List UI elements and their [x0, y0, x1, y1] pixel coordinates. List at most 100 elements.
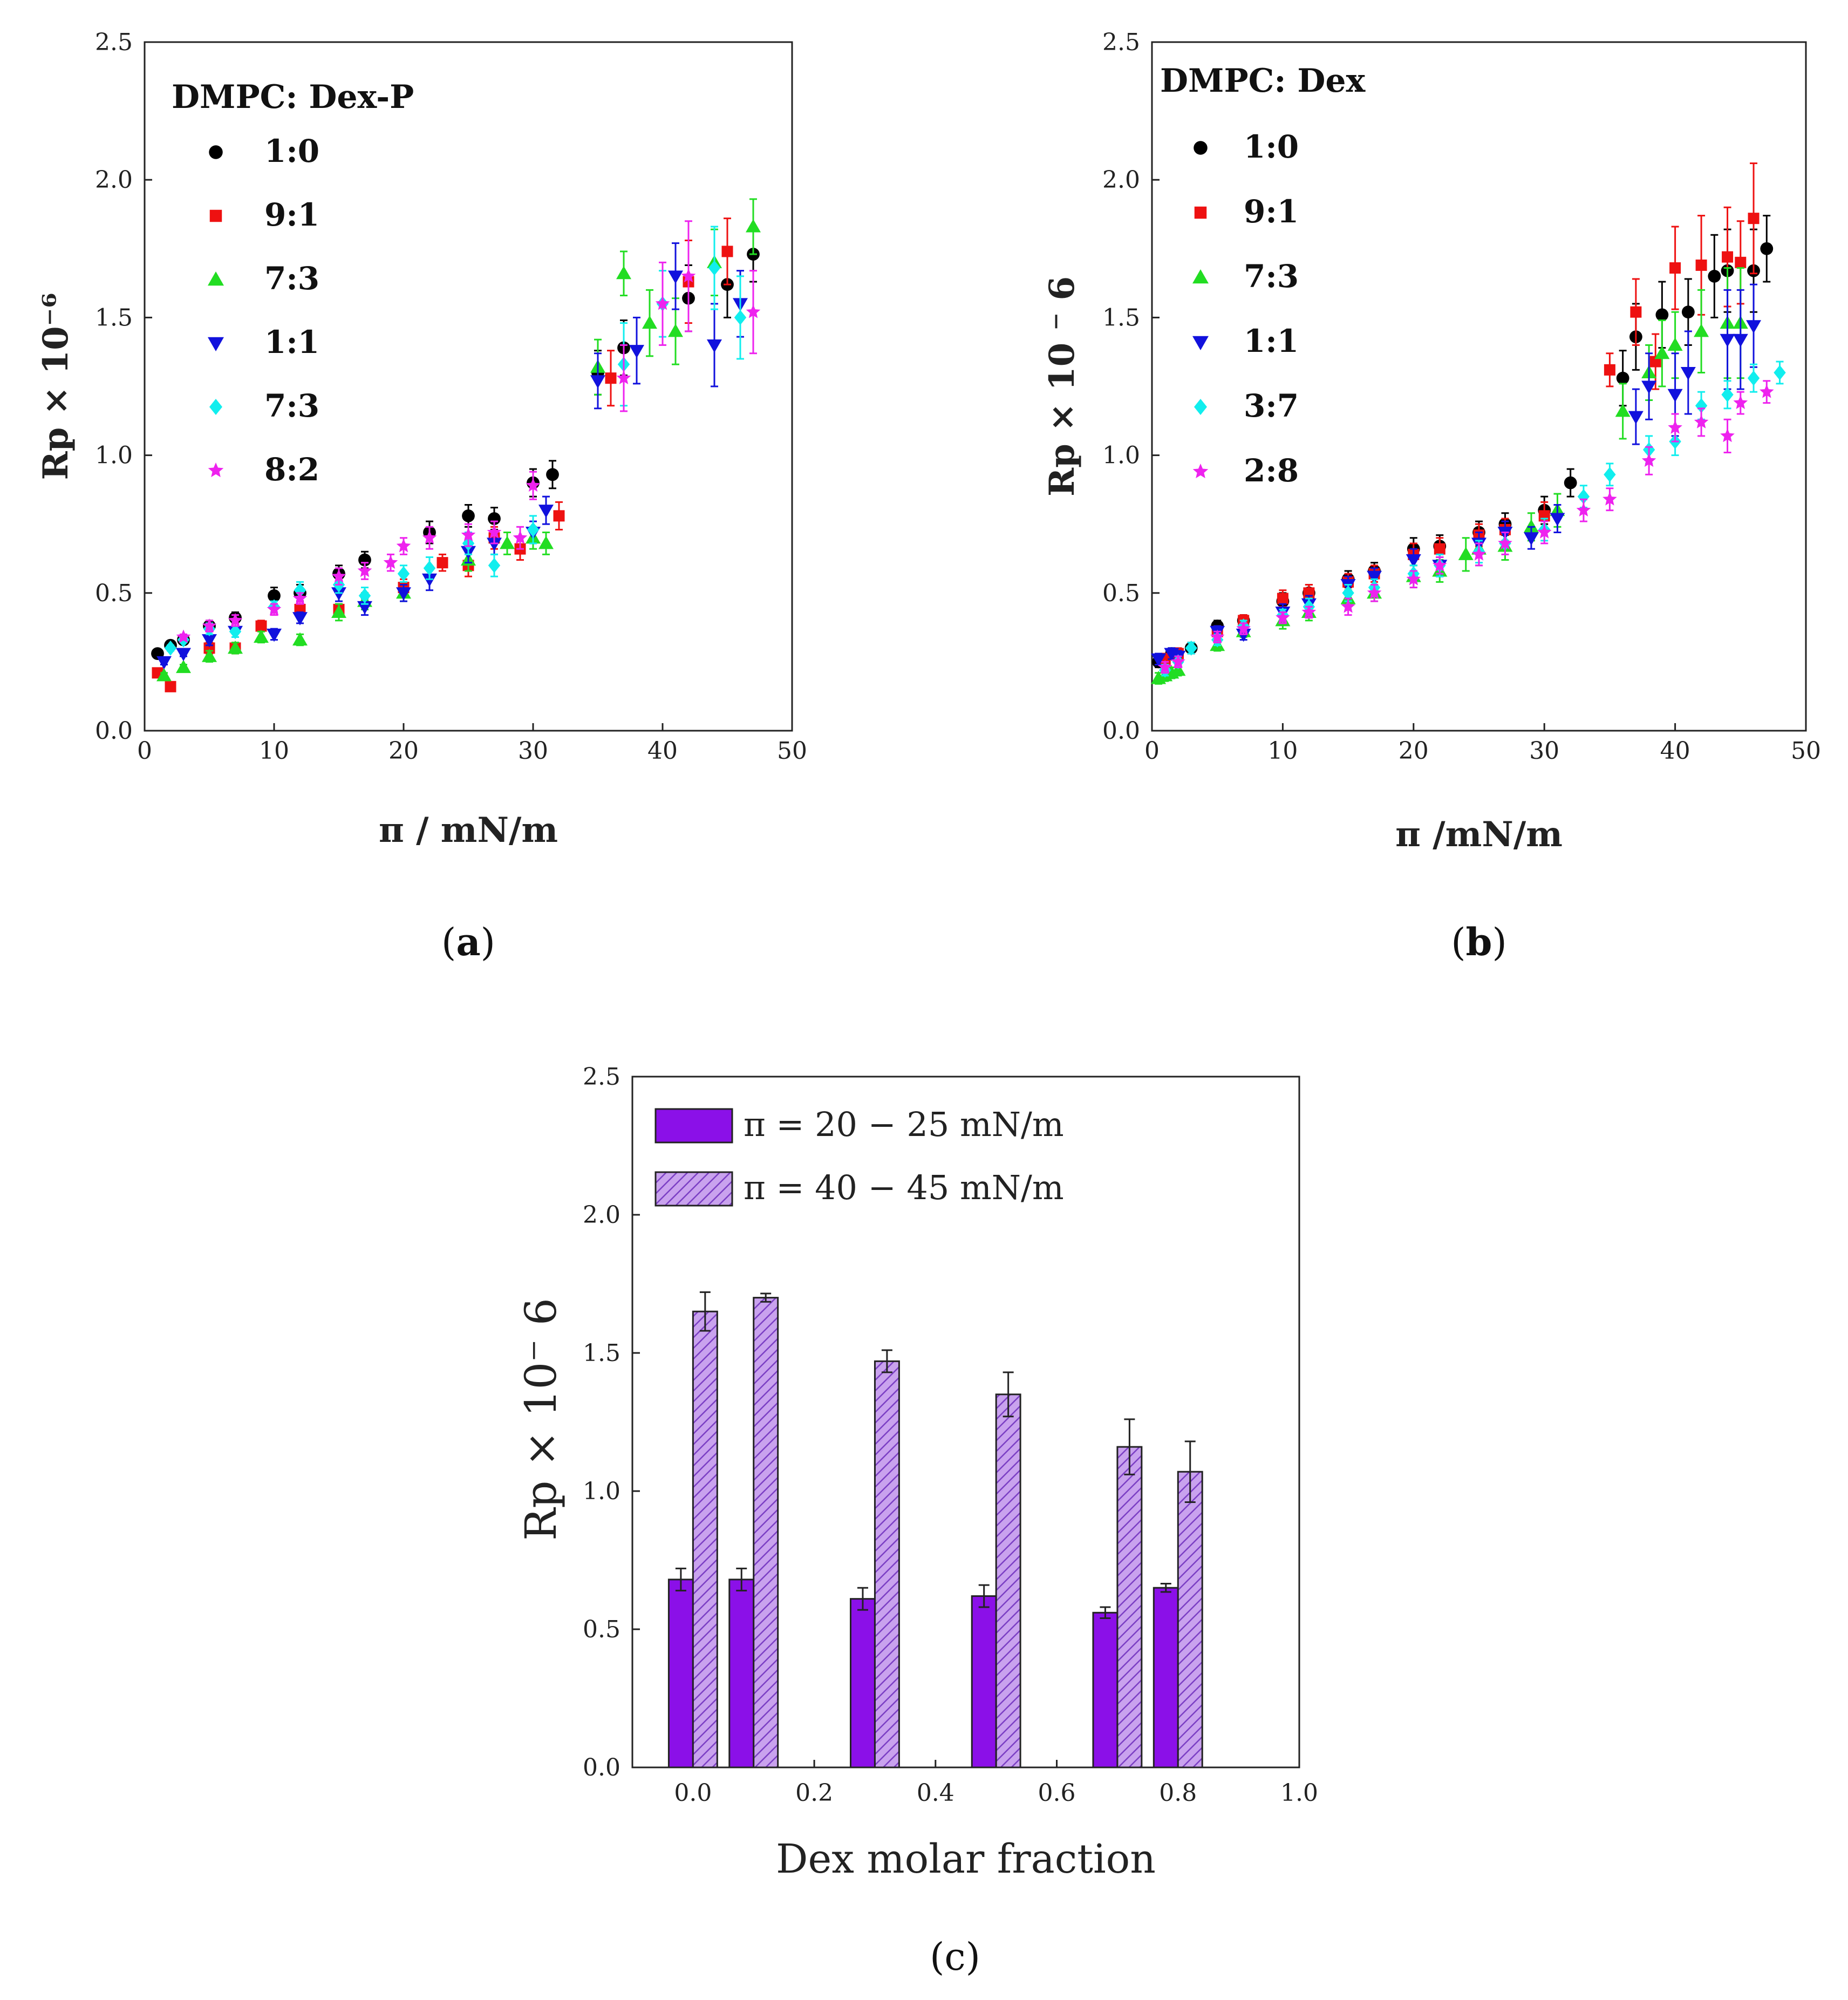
- x-tick-label: 50: [1791, 737, 1821, 765]
- bar-hatched: [874, 1360, 900, 1768]
- data-point: [292, 632, 308, 646]
- data-point: [202, 618, 217, 632]
- legend-marker: [1192, 269, 1209, 284]
- data-point: [1655, 308, 1669, 322]
- data-point: [1695, 259, 1707, 271]
- y-tick-label: 1.0: [583, 1478, 620, 1505]
- plot-frame-a: [144, 41, 793, 732]
- data-point: [527, 522, 540, 538]
- legend-marker: [1194, 206, 1207, 219]
- data-point: [1735, 256, 1747, 268]
- legend-a: DMPC: Dex-P 1:0 9:1 7:3 1:1 7:3 8:2: [172, 78, 414, 488]
- legend-label-9-1: 9:1: [264, 196, 319, 233]
- bar-hatched: [1116, 1446, 1143, 1768]
- data-point: [1458, 547, 1474, 560]
- legend-label-1-0: 1:0: [1244, 128, 1299, 165]
- data-point: [655, 296, 670, 310]
- data-point: [1433, 557, 1447, 572]
- data-point: [1708, 269, 1721, 283]
- legend-label-7-3: 7:3: [264, 387, 319, 424]
- data-point: [1367, 585, 1382, 600]
- x-axis-label-c: Dex molar fraction: [776, 1836, 1156, 1882]
- x-tick-label: 0.4: [917, 1779, 954, 1807]
- data-point: [462, 509, 475, 522]
- data-point: [746, 219, 761, 233]
- legend-label-1-1: 1:1: [1244, 323, 1299, 359]
- error-bar: [1184, 1440, 1196, 1503]
- error-bar: [1003, 1371, 1014, 1418]
- data-point: [746, 304, 761, 318]
- data-point: [629, 345, 644, 358]
- data-point: [1694, 323, 1709, 337]
- data-point: [423, 560, 436, 576]
- bar-hatched: [692, 1310, 718, 1768]
- data-point: [1277, 593, 1288, 604]
- legend-label-solid: π = 20 − 25 mN/m: [744, 1105, 1064, 1144]
- bar-solid: [667, 1579, 694, 1768]
- data-point: [165, 681, 176, 692]
- data-point: [681, 268, 696, 283]
- plot-frame-c: [631, 1076, 1300, 1768]
- data-point: [1523, 519, 1539, 533]
- bar-solid: [728, 1579, 755, 1768]
- data-point: [1733, 395, 1748, 409]
- y-tick-label: 1.5: [583, 1339, 620, 1367]
- y-tick-label: 0.5: [1102, 580, 1140, 607]
- x-tick-label: 30: [1529, 737, 1559, 765]
- data-point: [1276, 610, 1290, 624]
- bar-hatched: [1177, 1471, 1203, 1768]
- error-bar: [857, 1587, 868, 1611]
- data-point: [1760, 242, 1774, 255]
- data-point: [590, 375, 605, 389]
- data-point: [202, 634, 217, 648]
- data-point: [500, 535, 515, 549]
- data-point: [487, 525, 502, 539]
- legend-marker: [209, 399, 222, 415]
- data-point: [331, 587, 346, 601]
- bar-solid: [1092, 1611, 1119, 1768]
- x-tick-label: 10: [259, 737, 289, 765]
- panel-b: 0 10 20 30 40 50 0.0 0.5 1.0 1.5 2.0 2.5 π /mN/m Rp…: [1042, 29, 1821, 964]
- legend-marker: [1192, 336, 1209, 350]
- error-bar: [675, 1567, 686, 1591]
- y-tick-label: 2.0: [583, 1201, 620, 1229]
- x-tick-label: 0.6: [1038, 1779, 1076, 1807]
- data-point: [1602, 492, 1617, 506]
- data-point: [488, 557, 501, 573]
- data-point: [255, 620, 267, 632]
- y-tick-label: 0.0: [583, 1754, 620, 1781]
- data-point: [708, 260, 721, 276]
- x-tick-label: 50: [777, 737, 807, 765]
- data-point: [1746, 320, 1762, 334]
- legend-marker: [1194, 399, 1207, 415]
- legend-title-b: DMPC: Dex: [1160, 62, 1366, 100]
- bar-solid: [850, 1598, 876, 1768]
- data-point: [156, 668, 172, 682]
- error-bar: [1100, 1606, 1111, 1620]
- data-point: [707, 339, 722, 353]
- data-point: [1210, 629, 1225, 643]
- legend-marker: [208, 271, 224, 286]
- y-tick-label: 0.5: [583, 1616, 620, 1643]
- data-point: [1641, 453, 1656, 467]
- data-point: [546, 468, 559, 481]
- data-point: [331, 604, 346, 618]
- data-point: [1667, 337, 1683, 351]
- data-point: [357, 563, 372, 577]
- data-point: [228, 613, 243, 627]
- data-point: [396, 587, 411, 601]
- y-tick-label: 0.0: [1102, 717, 1140, 745]
- legend-label-9-1: 9:1: [1244, 193, 1299, 230]
- data-point: [437, 557, 448, 569]
- data-point: [176, 659, 191, 674]
- legend-label-8-2: 8:2: [264, 451, 319, 488]
- data-point: [1680, 366, 1696, 380]
- data-point: [1630, 306, 1642, 318]
- series-1-0: [151, 226, 760, 660]
- bar-hatched: [753, 1297, 779, 1768]
- data-point: [1406, 572, 1421, 586]
- y-axis-label-a: Rp × 10⁻⁶: [36, 293, 76, 480]
- data-points-a: [151, 198, 761, 692]
- x-tick-label: 0.0: [674, 1779, 712, 1807]
